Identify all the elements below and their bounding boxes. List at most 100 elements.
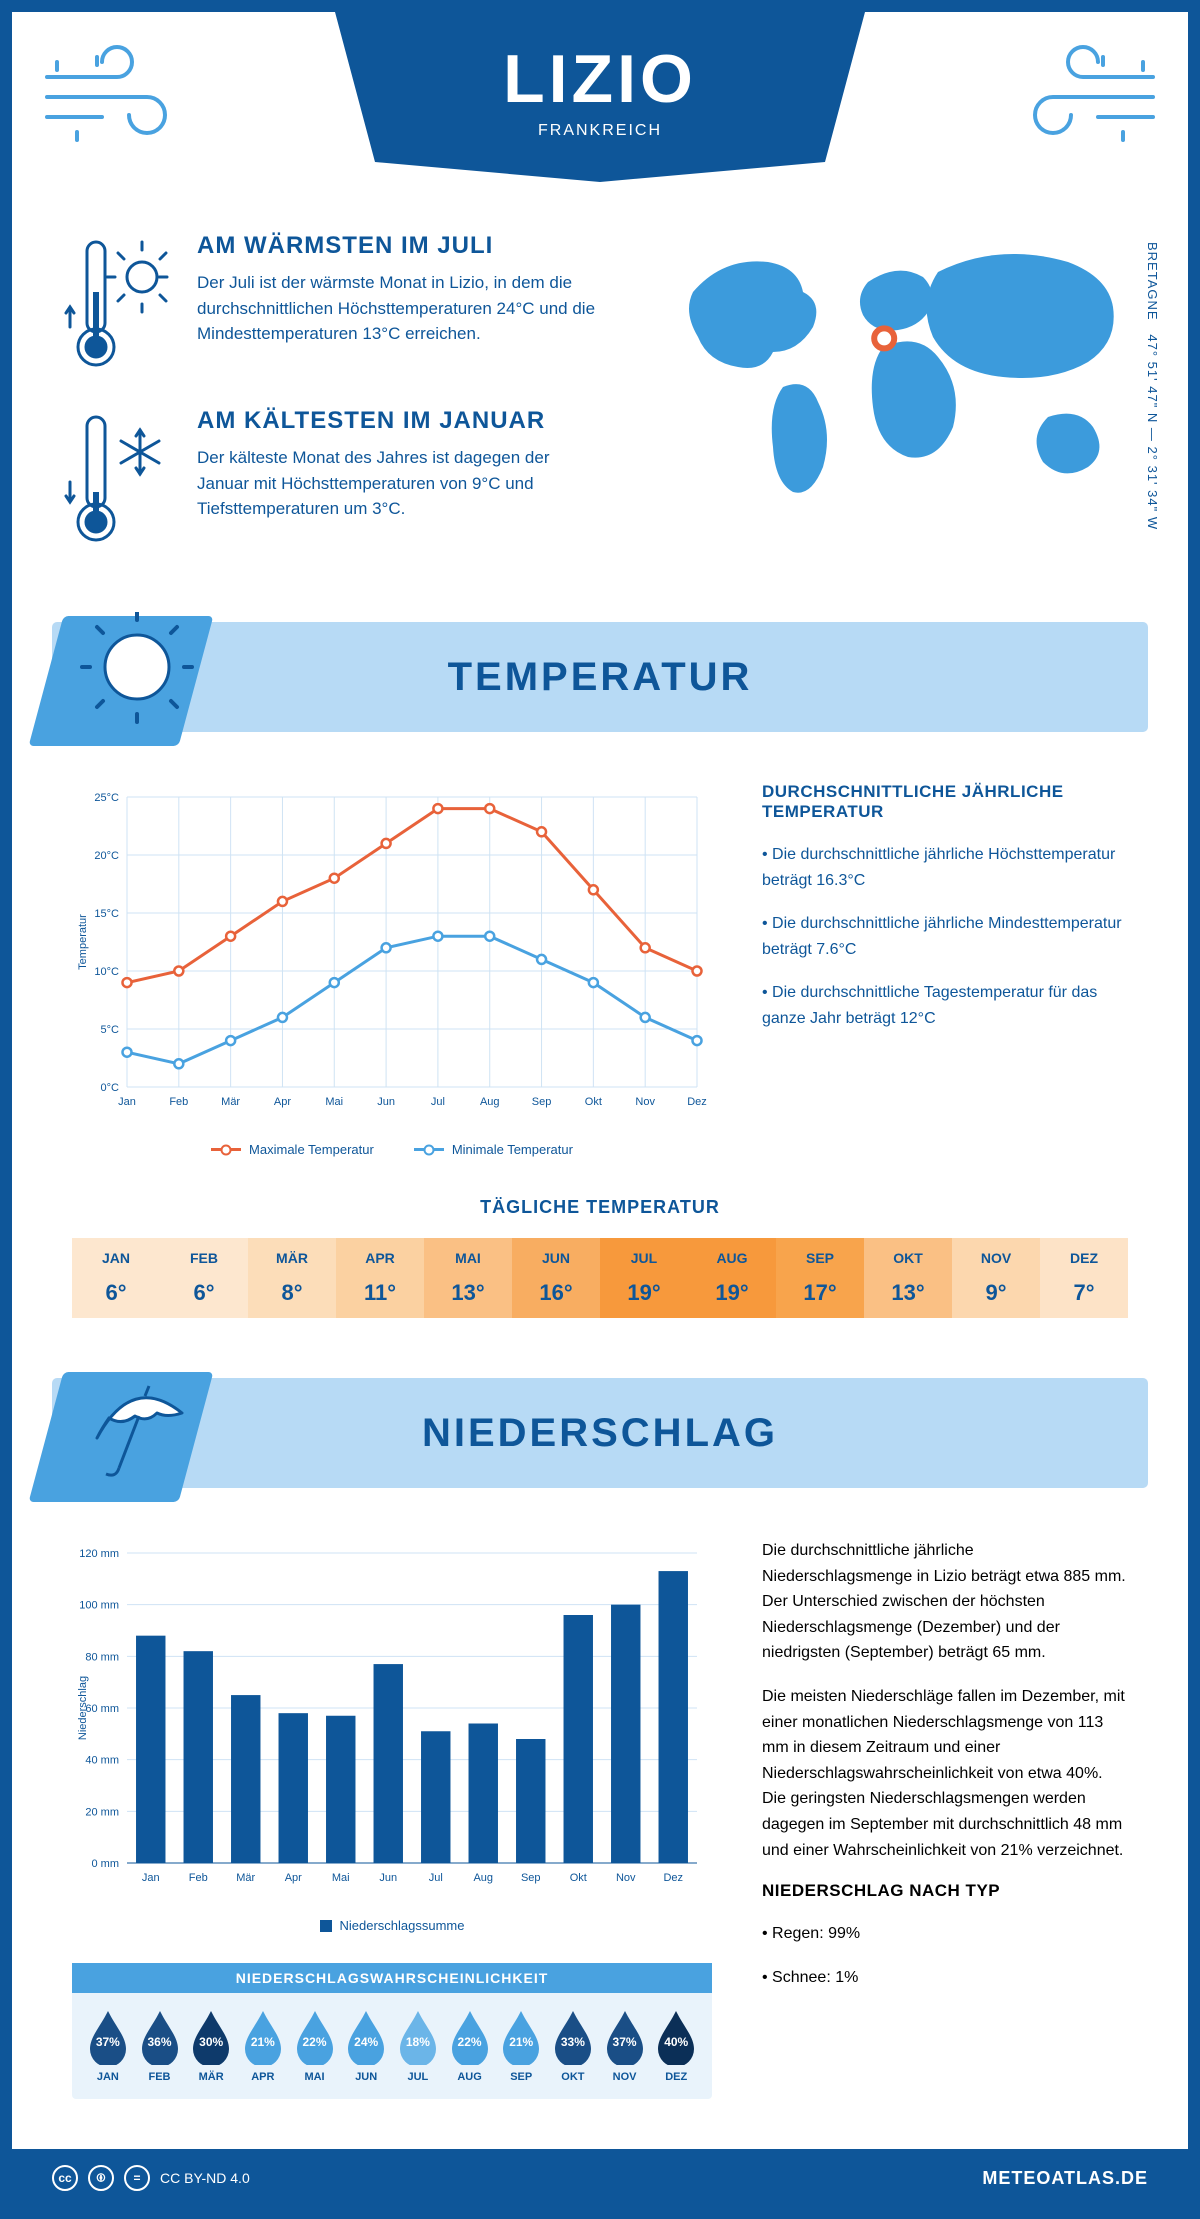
prob-cell: 21%APR [237,2009,289,2083]
svg-text:Okt: Okt [570,1872,587,1884]
by-icon: 🅯 [88,2165,114,2191]
precip-type-item: • Regen: 99% [762,1921,1128,1947]
daily-temp-cell: NOV9° [952,1238,1040,1318]
thermometer-cold-icon [62,407,172,552]
cc-icon: cc [52,2165,78,2191]
svg-text:Jun: Jun [377,1096,395,1108]
svg-text:Sep: Sep [532,1096,552,1108]
prob-cell: 18%JUL [392,2009,444,2083]
wind-icon-left [42,42,192,152]
daily-temp-cell: MÄR8° [248,1238,336,1318]
svg-text:Nov: Nov [616,1872,636,1884]
temp-bullet: • Die durchschnittliche jährliche Mindes… [762,911,1128,962]
daily-temp-cell: MAI13° [424,1238,512,1318]
temperature-description: DURCHSCHNITTLICHE JÄHRLICHE TEMPERATUR •… [762,782,1128,1157]
prob-cell: 22%AUG [444,2009,496,2083]
site-name: METEOATLAS.DE [982,2168,1148,2189]
svg-text:120 mm: 120 mm [79,1548,119,1560]
svg-text:10°C: 10°C [94,966,119,978]
temperature-section-header: TEMPERATUR [52,622,1148,732]
svg-text:100 mm: 100 mm [79,1600,119,1612]
svg-text:Niederschlag: Niederschlag [77,1676,89,1740]
svg-text:0°C: 0°C [101,1082,120,1094]
svg-text:Aug: Aug [473,1872,493,1884]
prob-cell: 22%MAI [289,2009,341,2083]
svg-text:Sep: Sep [521,1872,541,1884]
svg-text:Aug: Aug [480,1096,500,1108]
prob-cell: 37%NOV [599,2009,651,2083]
svg-text:Apr: Apr [274,1096,291,1108]
svg-text:Temperatur: Temperatur [77,914,89,970]
title-banner: LIZIO FRANKREICH [335,12,865,182]
temp-bullet: • Die durchschnittliche Tagestemperatur … [762,980,1128,1031]
daily-temp-cell: APR11° [336,1238,424,1318]
temperature-line-chart: 0°C 5°C 10°C 15°C 20°C 25°C Jan Feb Mär Apr Mai Jun… [72,782,712,1157]
warmest-fact: AM WÄRMSTEN IM JULI Der Juli ist der wär… [62,232,628,377]
umbrella-icon [77,1368,197,1488]
svg-text:Jan: Jan [118,1096,136,1108]
header: LIZIO FRANKREICH [12,12,1188,222]
svg-text:Okt: Okt [585,1096,602,1108]
daily-temp-cell: SEP17° [776,1238,864,1318]
daily-temp-cell: OKT13° [864,1238,952,1318]
coldest-text: Der kälteste Monat des Jahres ist dagege… [197,445,597,522]
svg-text:Mai: Mai [332,1872,350,1884]
sun-icon [77,612,197,732]
svg-text:15°C: 15°C [94,908,119,920]
svg-text:40 mm: 40 mm [85,1755,119,1767]
coordinates: BRETAGNE 47° 51' 47" N — 2° 31' 34" W [1145,242,1160,530]
daily-temp-heading: TÄGLICHE TEMPERATUR [12,1197,1188,1218]
daily-temp-cell: JUL19° [600,1238,688,1318]
daily-temp-cell: JUN16° [512,1238,600,1318]
svg-text:Jul: Jul [431,1096,445,1108]
prob-cell: 36%FEB [134,2009,186,2083]
svg-text:Mär: Mär [221,1096,240,1108]
precipitation-description: Die durchschnittliche jährliche Niedersc… [762,1538,1128,2008]
svg-text:Dez: Dez [663,1872,683,1884]
prob-cell: 40%DEZ [650,2009,702,2083]
prob-cell: 37%JAN [82,2009,134,2083]
precip-chart-legend: Niederschlagssumme [72,1918,712,1933]
precipitation-probability-panel: NIEDERSCHLAGSWAHRSCHEINLICHKEIT 37%JAN36… [72,1963,712,2099]
prob-cell: 33%OKT [547,2009,599,2083]
svg-text:Jan: Jan [142,1872,160,1884]
svg-text:60 mm: 60 mm [85,1703,119,1715]
temp-chart-legend: Maximale Temperatur Minimale Temperatur [72,1142,712,1157]
svg-text:Jun: Jun [379,1872,397,1884]
thermometer-hot-icon [62,232,172,377]
prob-cell: 24%JUN [340,2009,392,2083]
svg-text:25°C: 25°C [94,792,119,804]
nd-icon: = [124,2165,150,2191]
svg-text:80 mm: 80 mm [85,1651,119,1663]
footer: cc 🅯 = CC BY-ND 4.0 METEOATLAS.DE [12,2149,1188,2207]
license-text: CC BY-ND 4.0 [160,2170,250,2186]
svg-text:0 mm: 0 mm [92,1858,120,1870]
precipitation-heading: NIEDERSCHLAG [422,1411,778,1456]
svg-text:20 mm: 20 mm [85,1806,119,1818]
wind-icon-right [1008,42,1158,152]
svg-text:Feb: Feb [169,1096,188,1108]
warmest-title: AM WÄRMSTEN IM JULI [197,232,597,260]
precipitation-section-header: NIEDERSCHLAG [52,1378,1148,1488]
daily-temperature-strip: JAN6°FEB6°MÄR8°APR11°MAI13°JUN16°JUL19°A… [72,1238,1128,1318]
daily-temp-cell: JAN6° [72,1238,160,1318]
svg-text:5°C: 5°C [101,1024,120,1036]
country-name: FRANKREICH [335,122,865,140]
daily-temp-cell: FEB6° [160,1238,248,1318]
prob-heading: NIEDERSCHLAGSWAHRSCHEINLICHKEIT [72,1963,712,1993]
svg-text:Feb: Feb [189,1872,208,1884]
warmest-text: Der Juli ist der wärmste Monat in Lizio,… [197,270,597,347]
temperature-heading: TEMPERATUR [448,655,753,700]
svg-text:Apr: Apr [285,1872,302,1884]
city-name: LIZIO [335,40,865,118]
daily-temp-cell: DEZ7° [1040,1238,1128,1318]
temp-bullet: • Die durchschnittliche jährliche Höchst… [762,842,1128,893]
svg-text:Mai: Mai [325,1096,343,1108]
prob-cell: 21%SEP [495,2009,547,2083]
svg-text:Jul: Jul [429,1872,443,1884]
coldest-title: AM KÄLTESTEN IM JANUAR [197,407,597,435]
svg-text:Dez: Dez [687,1096,707,1108]
svg-text:20°C: 20°C [94,850,119,862]
svg-text:Mär: Mär [236,1872,255,1884]
precip-type-item: • Schnee: 1% [762,1965,1128,1991]
